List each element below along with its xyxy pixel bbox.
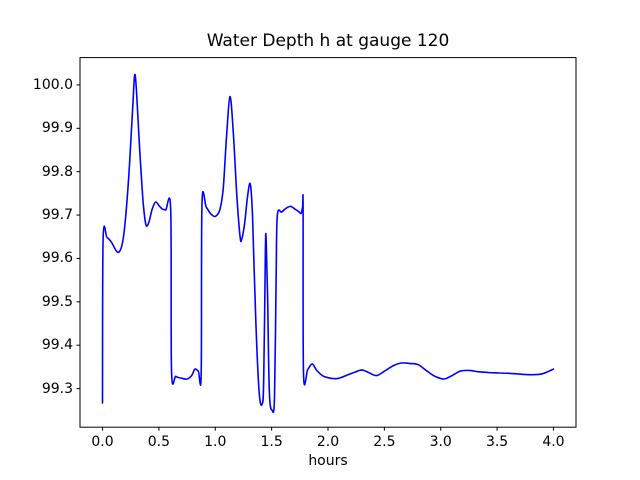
x-tick-label: 4.0 xyxy=(542,434,565,451)
x-axis-title: hours xyxy=(308,453,348,469)
y-tick-label: 99.6 xyxy=(41,250,73,267)
y-tick-label: 99.9 xyxy=(41,120,73,137)
y-tick-label: 99.3 xyxy=(41,380,73,397)
x-tick-label: 2.5 xyxy=(373,434,396,451)
x-tick-label: 3.0 xyxy=(429,434,452,451)
chart-title: Water Depth h at gauge 120 xyxy=(206,31,450,51)
axis-tick-marks xyxy=(76,84,554,431)
x-tick-label: 0.5 xyxy=(147,434,171,451)
y-tick-label: 99.8 xyxy=(41,163,73,180)
y-tick-label: 99.7 xyxy=(41,207,73,224)
axes-frame xyxy=(79,57,577,428)
y-tick-label: 99.5 xyxy=(41,293,73,310)
x-tick-label: 0.0 xyxy=(91,434,114,451)
y-tick-label: 100.0 xyxy=(32,76,73,93)
x-tick-label: 1.0 xyxy=(204,434,227,451)
y-tick-label: 99.4 xyxy=(41,337,73,354)
x-tick-label: 3.5 xyxy=(485,434,509,451)
x-tick-label: 2.0 xyxy=(316,434,340,451)
data-line xyxy=(101,73,555,414)
x-tick-label: 1.5 xyxy=(260,434,283,451)
